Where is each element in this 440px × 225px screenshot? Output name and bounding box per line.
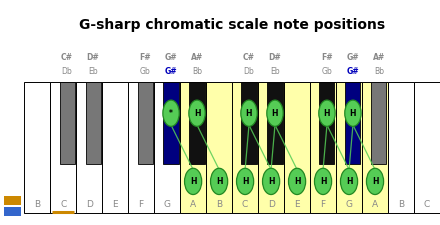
Bar bbox=[25, 82, 50, 213]
Text: D: D bbox=[86, 200, 92, 209]
Text: H: H bbox=[346, 177, 352, 186]
Bar bbox=[85, 82, 101, 164]
Text: B: B bbox=[398, 200, 404, 209]
Bar bbox=[4, 207, 21, 216]
Bar bbox=[362, 82, 388, 213]
Bar bbox=[164, 82, 179, 164]
Bar bbox=[371, 82, 386, 164]
Text: D#: D# bbox=[268, 53, 281, 62]
Text: H: H bbox=[372, 177, 378, 186]
Text: E: E bbox=[112, 200, 118, 209]
Text: G-sharp chromatic scale note positions: G-sharp chromatic scale note positions bbox=[79, 18, 385, 32]
Text: H: H bbox=[190, 177, 196, 186]
Bar bbox=[59, 82, 75, 164]
Bar bbox=[258, 82, 284, 213]
Text: F: F bbox=[320, 200, 326, 209]
Text: Eb: Eb bbox=[270, 67, 280, 76]
Ellipse shape bbox=[367, 168, 384, 195]
Text: F#: F# bbox=[139, 53, 151, 62]
Ellipse shape bbox=[315, 168, 332, 195]
Bar bbox=[206, 82, 232, 213]
Text: H: H bbox=[216, 177, 222, 186]
Text: H: H bbox=[324, 109, 330, 118]
Bar bbox=[103, 82, 128, 213]
Text: H: H bbox=[320, 177, 326, 186]
Text: G#: G# bbox=[347, 67, 359, 76]
Text: A#: A# bbox=[373, 53, 385, 62]
Text: B: B bbox=[34, 200, 40, 209]
Bar bbox=[154, 82, 180, 213]
Text: C: C bbox=[242, 200, 248, 209]
Text: H: H bbox=[246, 109, 252, 118]
Bar bbox=[310, 82, 336, 213]
Text: E: E bbox=[294, 200, 300, 209]
Bar bbox=[345, 82, 360, 164]
Bar bbox=[128, 82, 154, 213]
Bar bbox=[268, 82, 282, 164]
Text: A: A bbox=[190, 200, 196, 209]
Text: F#: F# bbox=[321, 53, 333, 62]
Text: H: H bbox=[272, 109, 278, 118]
Text: D#: D# bbox=[87, 53, 99, 62]
Text: Eb: Eb bbox=[88, 67, 98, 76]
Text: H: H bbox=[350, 109, 356, 118]
Text: Gb: Gb bbox=[322, 67, 332, 76]
Bar bbox=[4, 196, 21, 205]
Text: G: G bbox=[345, 200, 352, 209]
Ellipse shape bbox=[319, 100, 335, 126]
Text: H: H bbox=[268, 177, 274, 186]
Text: H: H bbox=[194, 109, 200, 118]
Bar bbox=[51, 82, 76, 213]
Bar bbox=[242, 82, 257, 164]
Ellipse shape bbox=[237, 168, 254, 195]
Ellipse shape bbox=[241, 100, 257, 126]
Bar bbox=[388, 82, 414, 213]
Ellipse shape bbox=[189, 100, 205, 126]
Text: A: A bbox=[372, 200, 378, 209]
Text: D: D bbox=[268, 200, 275, 209]
Text: G: G bbox=[164, 200, 171, 209]
Bar bbox=[190, 82, 205, 164]
Bar bbox=[77, 82, 102, 213]
Ellipse shape bbox=[345, 100, 361, 126]
Text: A#: A# bbox=[191, 53, 203, 62]
Text: Gb: Gb bbox=[139, 67, 150, 76]
Text: B: B bbox=[216, 200, 222, 209]
Text: Bb: Bb bbox=[192, 67, 202, 76]
Bar bbox=[319, 82, 334, 164]
Bar bbox=[232, 82, 258, 213]
Ellipse shape bbox=[263, 168, 280, 195]
Text: basicmusictheory.com: basicmusictheory.com bbox=[10, 79, 15, 137]
Text: H: H bbox=[294, 177, 301, 186]
Text: C: C bbox=[424, 200, 430, 209]
Text: Db: Db bbox=[244, 67, 254, 76]
Text: C: C bbox=[60, 200, 66, 209]
Bar bbox=[138, 82, 153, 164]
Ellipse shape bbox=[267, 100, 283, 126]
Bar bbox=[180, 82, 206, 213]
Text: G#: G# bbox=[347, 53, 359, 62]
Text: G#: G# bbox=[165, 67, 177, 76]
Text: Bb: Bb bbox=[374, 67, 384, 76]
Bar bbox=[284, 82, 310, 213]
Bar bbox=[414, 82, 440, 213]
Ellipse shape bbox=[289, 168, 306, 195]
Ellipse shape bbox=[163, 100, 179, 126]
Ellipse shape bbox=[184, 168, 202, 195]
Ellipse shape bbox=[210, 168, 227, 195]
Text: G#: G# bbox=[165, 53, 177, 62]
Text: C#: C# bbox=[243, 53, 255, 62]
Bar bbox=[336, 82, 362, 213]
Text: F: F bbox=[139, 200, 144, 209]
Text: H: H bbox=[242, 177, 248, 186]
Text: Db: Db bbox=[62, 67, 73, 76]
Ellipse shape bbox=[341, 168, 358, 195]
Text: C#: C# bbox=[61, 53, 73, 62]
Text: *: * bbox=[169, 109, 173, 118]
